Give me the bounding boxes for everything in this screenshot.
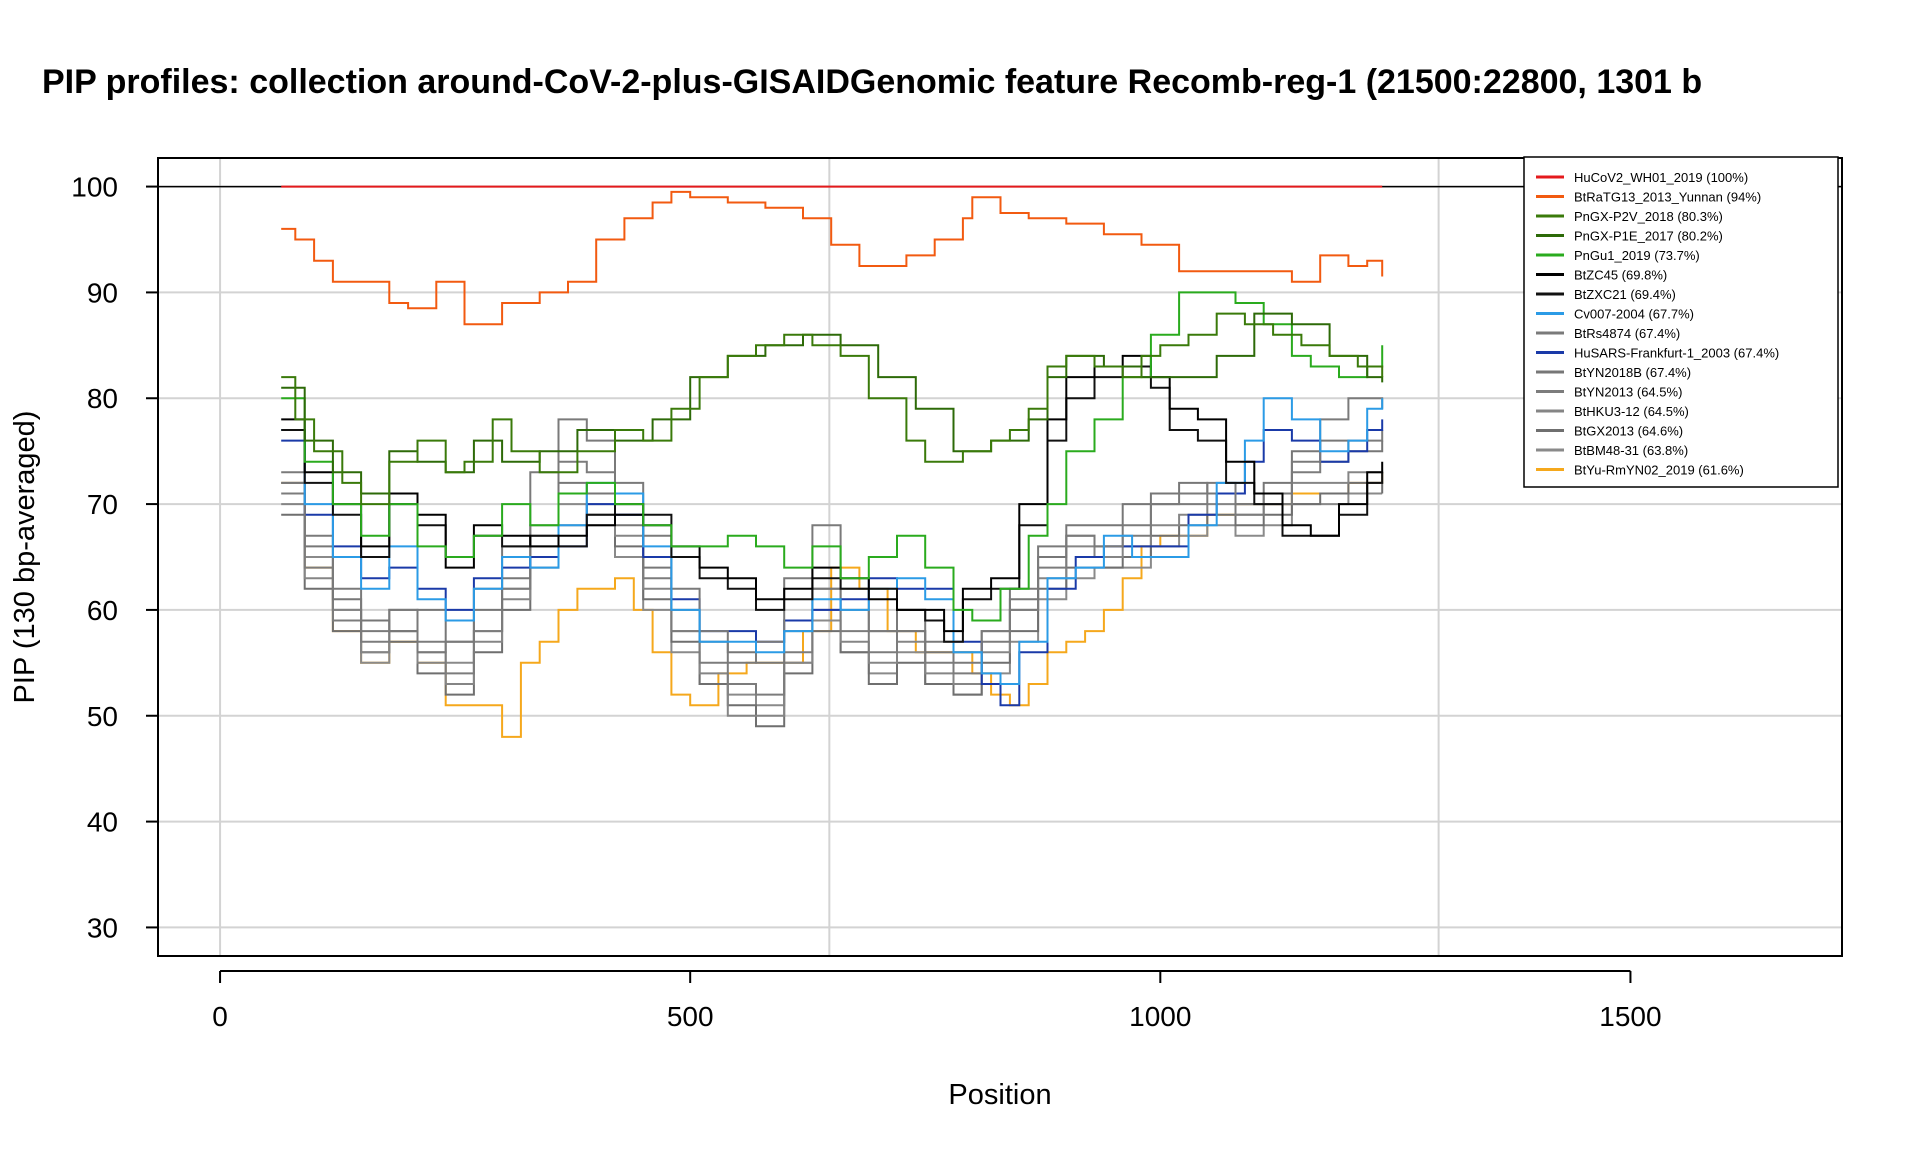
legend-entry-12: BtHKU3-12 (64.5%) bbox=[1574, 404, 1689, 419]
y-tick-label-6: 90 bbox=[87, 277, 118, 308]
series-line-1 bbox=[281, 190, 1384, 326]
legend-entry-3: PnGX-P1E_2017 (80.2%) bbox=[1574, 229, 1723, 244]
x-tick-label-1: 500 bbox=[667, 1001, 714, 1032]
legend-entry-1: BtRaTG13_2013_Yunnan (94%) bbox=[1574, 190, 1761, 205]
series-lines bbox=[281, 185, 1384, 738]
x-axis-title: Position bbox=[948, 1079, 1051, 1111]
y-tick-label-0: 30 bbox=[87, 912, 118, 943]
series-line-13 bbox=[281, 481, 1384, 728]
legend-entry-4: PnGu1_2019 (73.7%) bbox=[1574, 248, 1700, 263]
legend-entry-10: BtYN2018B (67.4%) bbox=[1574, 365, 1691, 380]
x-tick-label-3: 1500 bbox=[1599, 1001, 1661, 1032]
y-tick-label-2: 50 bbox=[87, 701, 118, 732]
x-tick-label-0: 0 bbox=[212, 1001, 228, 1032]
legend-box bbox=[1523, 156, 1839, 488]
legend-entry-6: BtZXC21 (69.4%) bbox=[1574, 287, 1676, 302]
series-line-8 bbox=[281, 397, 1384, 664]
legend-entry-5: BtZC45 (69.8%) bbox=[1574, 268, 1667, 283]
legend-entry-7: Cv007-2004 (67.7%) bbox=[1574, 307, 1694, 322]
y-tick-label-5: 80 bbox=[87, 383, 118, 414]
y-tick-label-3: 60 bbox=[87, 595, 118, 626]
y-axis-title: PIP (130 bp-averaged) bbox=[9, 411, 41, 704]
legend-entry-8: BtRs4874 (67.4%) bbox=[1574, 326, 1680, 341]
y-tick-label-7: 100 bbox=[71, 172, 118, 203]
legend: HuCoV2_WH01_2019 (100%) BtRaTG13_2013_Yun… bbox=[1523, 156, 1839, 488]
series-line-2 bbox=[281, 312, 1384, 506]
y-tick-label-1: 40 bbox=[87, 807, 118, 838]
series-line-4 bbox=[281, 291, 1384, 622]
legend-entry-9: HuSARS-Frankfurt-1_2003 (67.4%) bbox=[1574, 346, 1779, 361]
legend-entry-0: HuCoV2_WH01_2019 (100%) bbox=[1574, 170, 1748, 185]
legend-entry-15: BtYu-RmYN02_2019 (61.6%) bbox=[1574, 463, 1744, 478]
y-axis: 30 40 50 60 70 80 90 100 bbox=[71, 172, 159, 943]
y-tick-label-4: 70 bbox=[87, 489, 118, 520]
x-axis: 0 500 1000 1500 bbox=[212, 970, 1662, 1032]
legend-entry-11: BtYN2013 (64.5%) bbox=[1574, 385, 1682, 400]
legend-entry-14: BtBM48-31 (63.8%) bbox=[1574, 443, 1688, 458]
x-tick-label-2: 1000 bbox=[1129, 1001, 1191, 1032]
legend-entry-2: PnGX-P2V_2018 (80.3%) bbox=[1574, 209, 1723, 224]
series-line-3 bbox=[281, 312, 1384, 495]
legend-entry-13: BtGX2013 (64.6%) bbox=[1574, 424, 1683, 439]
chart-title: PIP profiles: collection around-CoV-2-pl… bbox=[42, 63, 1702, 101]
